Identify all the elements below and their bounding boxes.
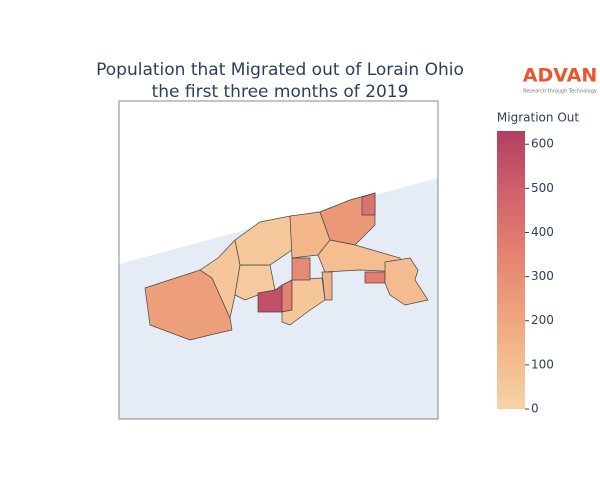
colorbar-tick-label: 500 — [531, 181, 554, 195]
colorbar-title: Migration Out — [497, 111, 579, 125]
colorbar — [497, 131, 525, 409]
map-border — [118, 100, 439, 420]
colorbar-tick-label: 0 — [531, 402, 539, 416]
logo-name: ADVAN — [523, 65, 598, 87]
region — [281, 277, 326, 326]
region — [384, 257, 429, 306]
colorbar-tick-label: 200 — [531, 313, 554, 327]
colorbar-tick-label: 600 — [531, 137, 554, 151]
title-line-1: Population that Migrated out of Lorain O… — [96, 60, 464, 80]
region — [291, 257, 311, 281]
region — [361, 192, 376, 216]
colorbar-tick-label: 400 — [531, 225, 554, 239]
colorbar-tick-label: 100 — [531, 357, 554, 371]
region — [317, 239, 406, 273]
region — [364, 271, 386, 284]
title-line-2: the first three months of 2019 — [152, 82, 409, 102]
region — [281, 279, 293, 313]
logo-tagline: Research through Technology — [523, 89, 597, 95]
colorbar-tick-label: 300 — [531, 269, 554, 283]
region — [321, 271, 333, 301]
